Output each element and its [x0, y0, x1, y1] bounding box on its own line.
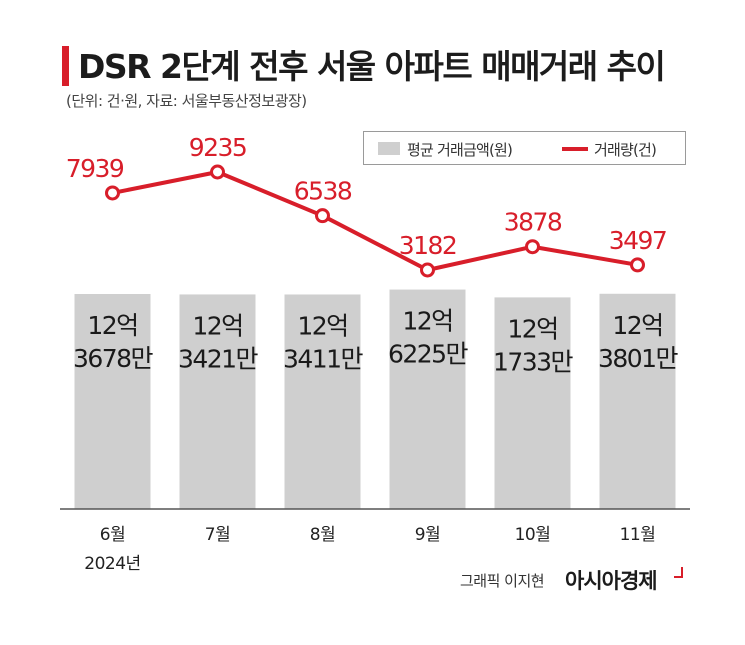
chart-bar: [389, 289, 466, 509]
bar-value-label: 12억: [507, 314, 557, 343]
line-value-label: 6538: [294, 177, 352, 206]
bar-value-label: 12억: [192, 311, 242, 340]
graphic-credit: 그래픽 이지현: [460, 572, 545, 590]
bar-value-label: 12억: [612, 311, 662, 340]
x-tick-sublabel: 2024년: [84, 554, 140, 574]
bar-value-label: 12억: [297, 311, 347, 340]
x-tick-label: 6월: [100, 525, 125, 545]
bar-value-label: 3678만: [73, 344, 154, 373]
legend-bar-label: 평균 거래금액(원): [407, 141, 513, 159]
x-tick-label: 11월: [620, 525, 656, 545]
line-point: [525, 239, 540, 255]
brand-logo: 아시아경제: [565, 569, 658, 593]
legend-bar-swatch: [378, 142, 400, 155]
brand-mark-icon: [674, 567, 683, 578]
line-point: [105, 185, 120, 201]
chart-bar: [599, 293, 676, 509]
chart-legend: 평균 거래금액(원) 거래량(건): [363, 131, 686, 165]
bar-value-label: 3801만: [598, 344, 679, 373]
title-accent-bar: [62, 46, 69, 86]
legend-line-label: 거래량(건): [594, 141, 657, 159]
x-tick-label: 9월: [415, 525, 440, 545]
line-point: [420, 262, 435, 278]
chart-title: DSR 2단계 전후 서울 아파트 매매거래 추이: [78, 47, 666, 86]
chart-bar: [74, 294, 151, 509]
bar-value-label: 1733만: [493, 347, 574, 376]
line-point: [315, 208, 330, 224]
bar-value-label: 12억: [402, 307, 452, 336]
bar-value-label: 12억: [87, 311, 137, 340]
line-value-label: 9235: [189, 133, 247, 162]
bar-value-label: 3421만: [178, 344, 259, 373]
x-tick-label: 10월: [515, 525, 551, 545]
line-value-label: 7939: [66, 154, 124, 183]
bar-value-label: 3411만: [283, 344, 364, 373]
line-value-label: 3182: [399, 231, 457, 260]
chart-bar: [284, 294, 361, 509]
legend-line-swatch: [562, 147, 588, 151]
chart-subtitle: (단위: 건·원, 자료: 서울부동산정보광장): [66, 92, 307, 110]
line-value-label: 3497: [609, 226, 667, 255]
line-value-label: 3878: [504, 208, 562, 237]
line-point: [630, 257, 645, 273]
chart-bar: [494, 297, 571, 509]
series-line-volume: [112, 170, 638, 272]
x-tick-label: 8월: [310, 525, 335, 545]
line-point: [210, 164, 225, 180]
chart-bar: [179, 294, 256, 509]
x-tick-label: 7월: [205, 525, 230, 545]
bar-value-label: 6225만: [388, 340, 469, 369]
